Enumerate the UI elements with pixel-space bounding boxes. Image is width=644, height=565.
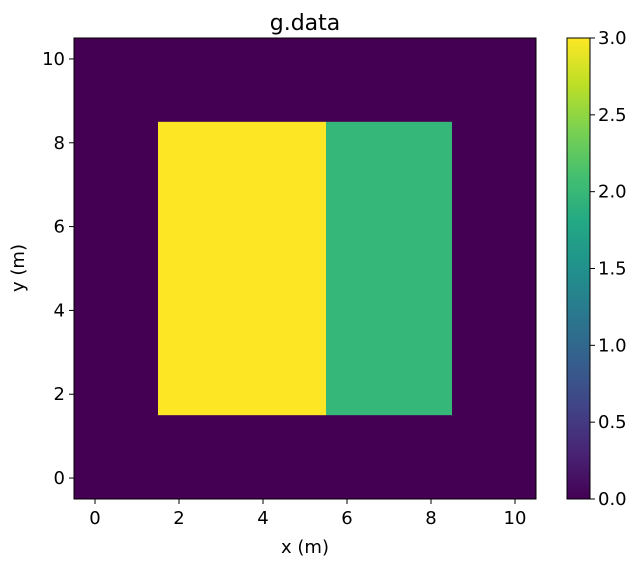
colorbar-tick-label: 0.0: [598, 489, 627, 510]
x-tick-label: 4: [257, 508, 268, 529]
x-tick-label: 8: [425, 508, 436, 529]
plot-frame: [73, 37, 537, 500]
x-axis-label: x (m): [281, 537, 329, 558]
y-tick-label: 10: [42, 49, 65, 70]
colorbar-tick-label: 3.0: [598, 28, 627, 49]
x-tick-label: 0: [89, 508, 100, 529]
heatmap-region-1: [158, 121, 326, 416]
plot-area: [73, 37, 537, 500]
y-tick-label: 2: [54, 384, 65, 405]
colorbar-gradient: [566, 37, 591, 500]
colorbar: 0.0 0.5 1.0 1.5 2.0 2.5 3.0: [566, 28, 627, 510]
y-tick-label: 6: [54, 217, 65, 238]
y-tick-label: 4: [54, 300, 65, 321]
y-axis-label: y (m): [8, 244, 29, 292]
x-tick-label: 2: [173, 508, 184, 529]
chart-title: g.data: [270, 11, 341, 36]
colorbar-tick-label: 2.5: [598, 105, 627, 126]
colorbar-tick-label: 0.5: [598, 412, 627, 433]
x-tick-label: 10: [504, 508, 527, 529]
x-tick-label: 6: [341, 508, 352, 529]
colorbar-tick-label: 1.0: [598, 335, 627, 356]
x-axis: 0 2 4 6 8 10: [89, 499, 526, 529]
colorbar-tick-label: 2.0: [598, 182, 627, 203]
y-tick-label: 8: [54, 133, 65, 154]
y-tick-label: 0: [54, 468, 65, 489]
colorbar-tick-label: 1.5: [598, 259, 627, 280]
y-axis: 0 2 4 6 8 10: [42, 49, 74, 489]
heatmap-region-2: [326, 121, 452, 416]
